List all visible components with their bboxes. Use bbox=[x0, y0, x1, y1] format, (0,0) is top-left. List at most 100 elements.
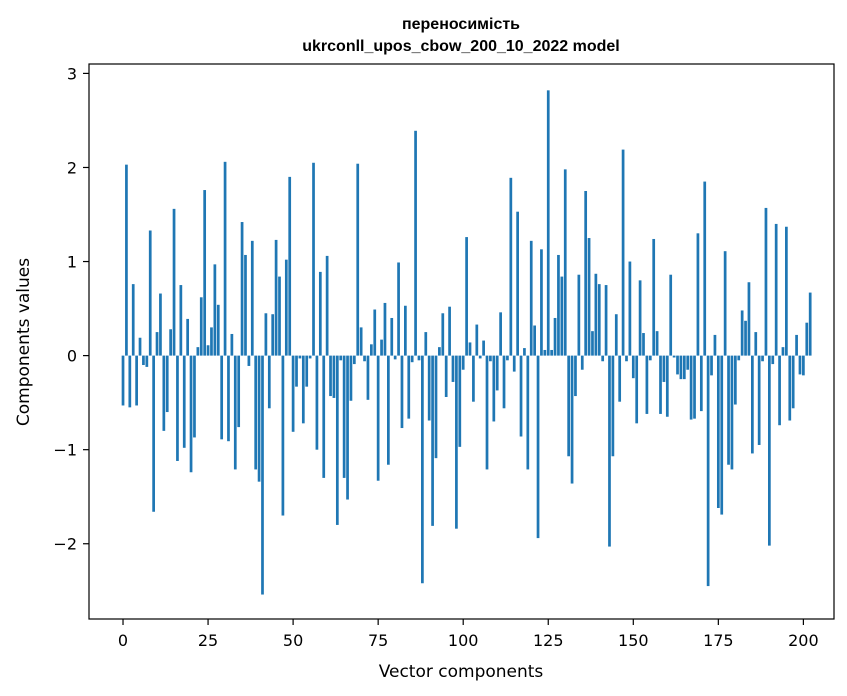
bar-component-111 bbox=[499, 312, 502, 356]
bar-component-18 bbox=[182, 355, 186, 448]
bar-component-146 bbox=[618, 355, 622, 402]
bar-component-124 bbox=[543, 349, 547, 356]
bar-component-83 bbox=[404, 305, 407, 356]
bar-component-67 bbox=[349, 355, 353, 401]
bar-component-157 bbox=[655, 331, 659, 356]
bar-component-95 bbox=[444, 355, 448, 397]
bar-component-51 bbox=[295, 355, 298, 387]
bar-component-149 bbox=[628, 261, 632, 356]
bar-component-76 bbox=[380, 339, 383, 356]
bar-component-28 bbox=[216, 304, 220, 356]
bar-component-30 bbox=[223, 161, 227, 356]
bar-component-89 bbox=[424, 332, 428, 356]
bar-component-151 bbox=[635, 355, 639, 424]
bar-component-202 bbox=[808, 292, 812, 356]
y-tick-label: −1 bbox=[53, 441, 77, 460]
bar-component-29 bbox=[220, 355, 224, 440]
x-axis-ticks: 0 25 50 75 100 125 150 175 200 bbox=[118, 619, 819, 650]
bar-component-35 bbox=[240, 222, 244, 356]
bar-component-145 bbox=[614, 314, 618, 356]
bar-component-153 bbox=[642, 333, 645, 356]
bar-component-81 bbox=[397, 262, 400, 356]
x-axis-label: Vector components bbox=[379, 662, 544, 682]
y-axis-ticks: −2 −1 0 1 2 3 bbox=[53, 64, 89, 554]
bar-component-75 bbox=[376, 355, 380, 481]
x-tick-label: 75 bbox=[368, 631, 388, 650]
bar-component-101 bbox=[465, 237, 468, 356]
bar-component-39 bbox=[254, 355, 258, 470]
bar-component-196 bbox=[788, 355, 792, 421]
bar-component-11 bbox=[159, 293, 162, 356]
y-tick-label: 3 bbox=[67, 64, 77, 83]
bar-component-171 bbox=[703, 181, 707, 356]
bar-component-24 bbox=[203, 190, 207, 356]
bar-component-189 bbox=[764, 207, 768, 356]
bar-component-140 bbox=[597, 284, 601, 356]
chart-title-line2: ukrconll_upos_cbow_200_10_2022 model bbox=[302, 38, 619, 55]
bar-component-58 bbox=[318, 271, 322, 356]
bar-component-60 bbox=[325, 255, 329, 356]
bar-component-130 bbox=[563, 169, 567, 356]
bar-component-164 bbox=[679, 355, 683, 380]
bar-component-169 bbox=[696, 233, 700, 356]
bar-component-14 bbox=[169, 329, 172, 356]
bar-component-66 bbox=[346, 355, 349, 500]
bar-component-197 bbox=[791, 355, 795, 409]
bar-component-191 bbox=[771, 355, 775, 365]
bar-component-85 bbox=[410, 355, 414, 363]
bar-component-180 bbox=[733, 355, 737, 405]
bar-component-193 bbox=[778, 355, 781, 426]
bar-component-15 bbox=[172, 208, 176, 356]
bar-component-49 bbox=[288, 176, 292, 356]
bar-component-26 bbox=[210, 327, 213, 356]
bar-component-116 bbox=[516, 211, 519, 356]
bar-component-107 bbox=[485, 355, 489, 470]
bar-component-4 bbox=[135, 355, 138, 406]
bar-component-186 bbox=[754, 332, 758, 356]
bar-component-38 bbox=[250, 240, 254, 356]
bar-component-88 bbox=[421, 355, 424, 584]
x-tick-label: 125 bbox=[533, 631, 564, 650]
bar-component-147 bbox=[621, 149, 625, 356]
bar-component-73 bbox=[369, 344, 373, 356]
bar-component-59 bbox=[322, 355, 326, 478]
bar-component-199 bbox=[798, 355, 802, 375]
bar-component-184 bbox=[747, 282, 751, 356]
bar-component-163 bbox=[676, 355, 679, 375]
bar-component-115 bbox=[512, 355, 516, 372]
bar-component-136 bbox=[584, 190, 588, 356]
bar-component-0 bbox=[121, 355, 125, 406]
bar-component-195 bbox=[785, 226, 788, 356]
bar-component-179 bbox=[730, 355, 734, 470]
bar-component-133 bbox=[574, 355, 577, 397]
bar-component-16 bbox=[176, 355, 179, 461]
bar-component-104 bbox=[475, 324, 479, 356]
bar-component-78 bbox=[387, 355, 390, 465]
bar-component-108 bbox=[489, 355, 492, 362]
y-axis-label: Components values bbox=[14, 258, 34, 426]
bar-component-94 bbox=[441, 313, 445, 356]
y-tick-label: 1 bbox=[67, 253, 77, 272]
bar-component-105 bbox=[478, 355, 482, 359]
bar-component-9 bbox=[152, 355, 155, 512]
y-tick-label: 2 bbox=[67, 158, 77, 177]
bar-component-166 bbox=[686, 355, 690, 370]
bar-component-64 bbox=[339, 355, 343, 361]
bar-component-36 bbox=[244, 254, 247, 356]
bar-component-188 bbox=[761, 355, 764, 362]
bar-component-77 bbox=[383, 302, 387, 356]
bar-component-47 bbox=[281, 355, 285, 516]
bar-component-86 bbox=[414, 130, 417, 356]
bar-component-192 bbox=[774, 223, 778, 356]
bar-component-100 bbox=[461, 355, 465, 370]
bar-component-65 bbox=[342, 355, 346, 478]
bar-component-173 bbox=[710, 355, 713, 376]
bar-component-44 bbox=[271, 314, 275, 356]
bar-component-198 bbox=[795, 334, 798, 356]
bar-component-55 bbox=[308, 355, 312, 359]
bar-component-33 bbox=[233, 355, 237, 470]
bar-component-112 bbox=[502, 355, 506, 409]
bar-component-152 bbox=[638, 280, 642, 356]
bar-component-109 bbox=[492, 355, 496, 422]
bar-component-53 bbox=[301, 355, 305, 424]
